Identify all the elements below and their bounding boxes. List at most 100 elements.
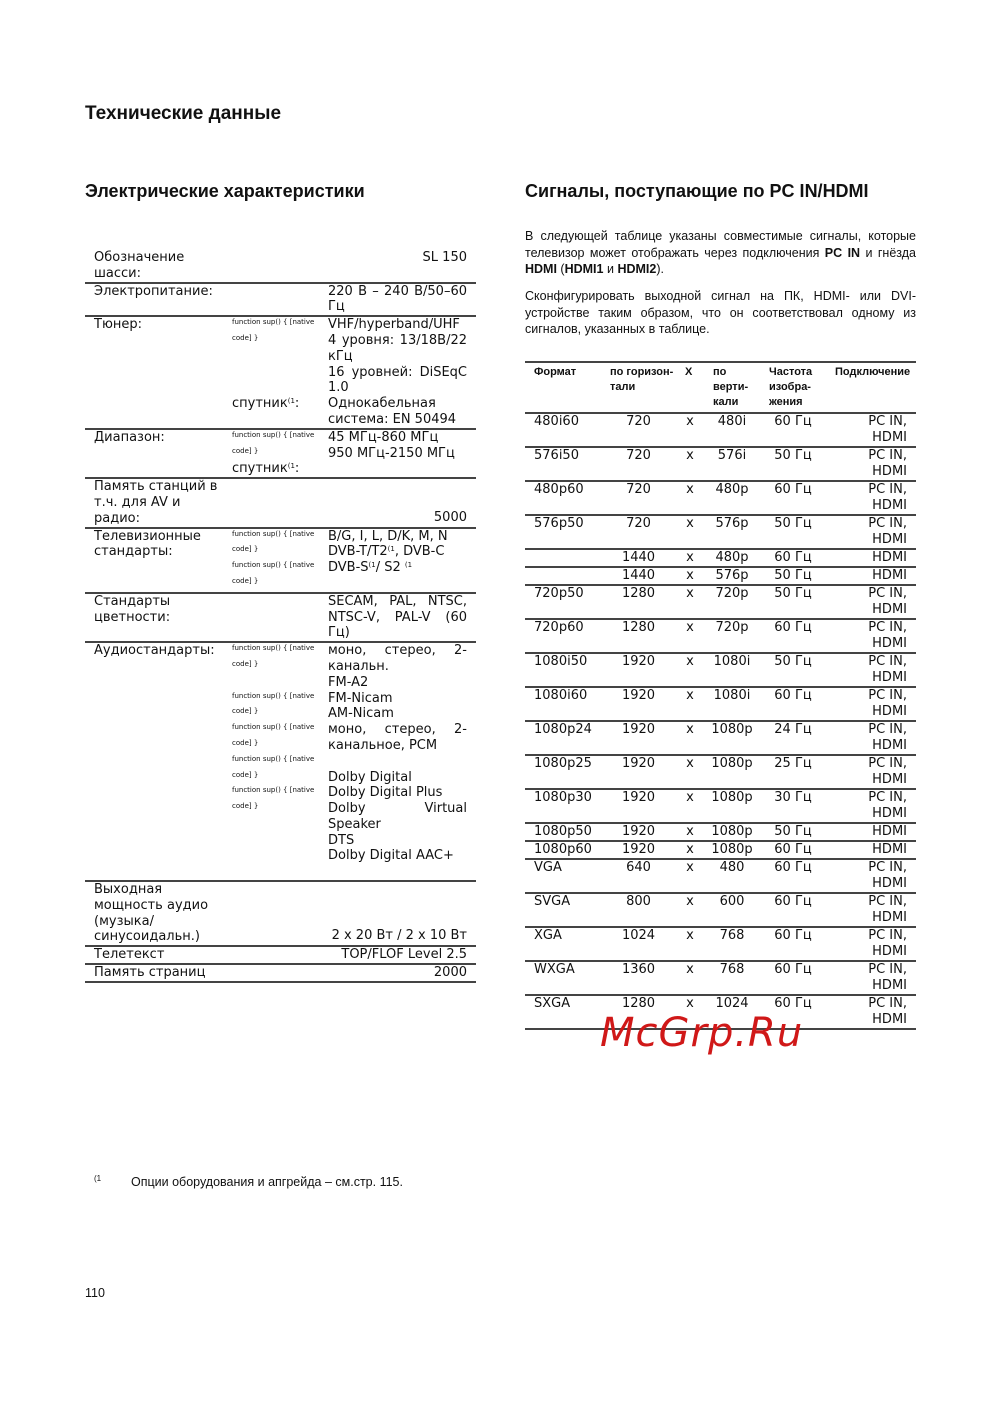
value-line: Dolby Virtual Speaker (328, 801, 467, 832)
sublabel-line (232, 675, 328, 691)
text-segment: В следующей таблице указаны совместимые … (525, 229, 916, 260)
connection-cell: HDMI (872, 842, 907, 857)
signal-row: 576p50 720 x 576p 50 Гц PC IN, HDMI (525, 515, 916, 549)
format-cell: 1080i50 (534, 654, 588, 669)
vertical-cell: 576p (715, 516, 749, 531)
signal-row: 1080p60 1920 x 1080p 60 Гц HDMI (525, 841, 916, 859)
horizontal-cell: 1920 (621, 824, 656, 839)
frequency-cell: 60 Гц (774, 894, 812, 909)
spec-sublabel: function sup() { [native code] } function… (223, 528, 328, 593)
connection-cell: PC IN, HDMI (868, 756, 907, 787)
value-line: AM-Nicam (328, 706, 394, 722)
spec-row: Выходная мощность аудио (музыка/синусоид… (85, 881, 476, 946)
sublabel-line: function sup() { [native code] } (232, 785, 328, 817)
connection-cell: PC IN, HDMI (868, 996, 907, 1027)
format-cell: 720p60 (534, 620, 584, 635)
frequency-cell: 60 Гц (774, 962, 812, 977)
frequency-cell: 30 Гц (774, 790, 812, 805)
spec-label: Телетекст (94, 947, 165, 963)
frequency-cell: 60 Гц (774, 860, 812, 875)
spec-value: 2000 (433, 965, 467, 981)
spec-value: VHF/hyperband/UHF 4 уровня: 13/18В/22 кГц… (328, 316, 476, 429)
text-segment: , DVB-C (394, 544, 445, 560)
footnote-ref: function sup() { [native code] } (232, 529, 315, 554)
format-cell: SVGA (534, 894, 571, 909)
frequency-cell: 50 Гц (774, 824, 812, 839)
signals-config-paragraph: Сконфигурировать выходной сигнал на ПК, … (525, 289, 916, 336)
connection-cell: PC IN, HDMI (868, 894, 907, 925)
vertical-cell: 1080i (713, 654, 751, 669)
horizontal-cell: 720 (626, 516, 651, 531)
spec-label: Телевизионные стандарты: (94, 528, 201, 560)
x-cell: x (686, 756, 694, 771)
connection-cell: PC IN, HDMI (868, 928, 907, 959)
vertical-cell: 1080p (711, 790, 753, 805)
connection-cell: HDMI (872, 824, 907, 839)
frequency-cell: 60 Гц (774, 414, 812, 429)
spec-value: 2 x 20 Вт / 2 x 10 Вт (331, 928, 467, 944)
spec-value: 5000 (433, 509, 467, 525)
footnote-ref: (1 (287, 397, 295, 406)
page-number: 110 (85, 1286, 105, 1300)
horizontal-cell: 720 (626, 482, 651, 497)
value-line: B/G, I, L, D/K, M, N (328, 528, 448, 544)
text-segment: : (294, 461, 300, 477)
signal-row: 1080p50 1920 x 1080p 50 Гц HDMI (525, 823, 916, 841)
connection-cell: PC IN, HDMI (868, 414, 907, 445)
signal-row: 480i60 720 x 480i 60 Гц PC IN, HDMI (525, 413, 916, 447)
signal-row: 576i50 720 x 576i 50 Гц PC IN, HDMI (525, 447, 916, 481)
footnote-ref: function sup() { [native code] } (232, 723, 315, 747)
text-segment: ). (656, 262, 664, 276)
frequency-cell: 24 Гц (774, 722, 812, 737)
vertical-cell: 768 (719, 928, 745, 943)
value-line: DTS (328, 832, 355, 848)
footnote-ref: (1 (287, 462, 295, 471)
vertical-cell: 1080p (711, 824, 753, 839)
value-line: 4 уровня: 13/18В/22 кГц (328, 332, 467, 364)
signal-row: VGA 640 x 480 60 Гц PC IN, HDMI (525, 859, 916, 893)
x-cell: x (686, 790, 694, 805)
spec-sublabel (223, 250, 328, 283)
format-cell: 1080p24 (534, 722, 592, 737)
vertical-cell: 480 (719, 860, 745, 875)
frequency-cell: 50 Гц (774, 654, 812, 669)
frequency-cell: 60 Гц (774, 550, 812, 565)
spec-value: моно, стерео, 2-канальн. FM-A2 FM-Nicam AM-… (328, 642, 476, 881)
format-cell: VGA (534, 860, 562, 875)
spec-sublabel: function sup() { [native code] } спутник(… (223, 429, 328, 478)
spec-label: Обозначение шасси: (94, 250, 185, 281)
spec-value: B/G, I, L, D/K, M, N DVB-T/T2(1, DVB-C DVB… (328, 528, 476, 593)
signal-row: SXGA 1280 x 1024 60 Гц PC IN, HDMI (525, 995, 916, 1029)
vertical-cell: 720p (715, 586, 749, 601)
vertical-cell: 576i (717, 448, 747, 463)
format-cell: SXGA (534, 996, 571, 1011)
format-cell: 1080p30 (534, 790, 592, 805)
column-header: Формат (534, 366, 577, 378)
bold-term: PC IN (824, 245, 861, 260)
horizontal-cell: 1280 (621, 620, 656, 635)
frequency-cell: 60 Гц (774, 620, 812, 635)
sublabel-line (232, 380, 328, 396)
spec-sublabel: function sup() { [native code] } спутник… (223, 316, 328, 429)
connection-cell: HDMI (872, 568, 907, 583)
spec-sublabel: function sup() { [native code] } functio… (223, 642, 328, 881)
connection-cell: PC IN, HDMI (868, 688, 907, 719)
x-cell: x (686, 414, 694, 429)
value-line: FM-A2 (328, 674, 369, 690)
value-line: Dolby Digital AAC+ (328, 848, 454, 864)
horizontal-cell: 1920 (621, 722, 656, 737)
spec-label: Выходная мощность аудио (музыка/синусоид… (94, 882, 209, 945)
connection-cell: PC IN, HDMI (868, 654, 907, 685)
signal-row: WXGA 1360 x 768 60 Гц PC IN, HDMI (525, 961, 916, 995)
column-header: Подключение (835, 366, 911, 378)
format-cell: 576p50 (534, 516, 584, 531)
vertical-cell: 1080p (711, 842, 753, 857)
horizontal-cell: 1360 (621, 962, 656, 977)
horizontal-cell: 1920 (621, 688, 656, 703)
bold-term: HDMI (525, 262, 557, 276)
format-cell: 1080p25 (534, 756, 592, 771)
value-line: DVB-S(1/ S2 (1 (328, 560, 467, 576)
spec-value: 220 В – 240 В/50–60 Гц (328, 283, 476, 317)
column-header: X (685, 366, 693, 378)
column-header: по горизон-тали (610, 366, 674, 393)
